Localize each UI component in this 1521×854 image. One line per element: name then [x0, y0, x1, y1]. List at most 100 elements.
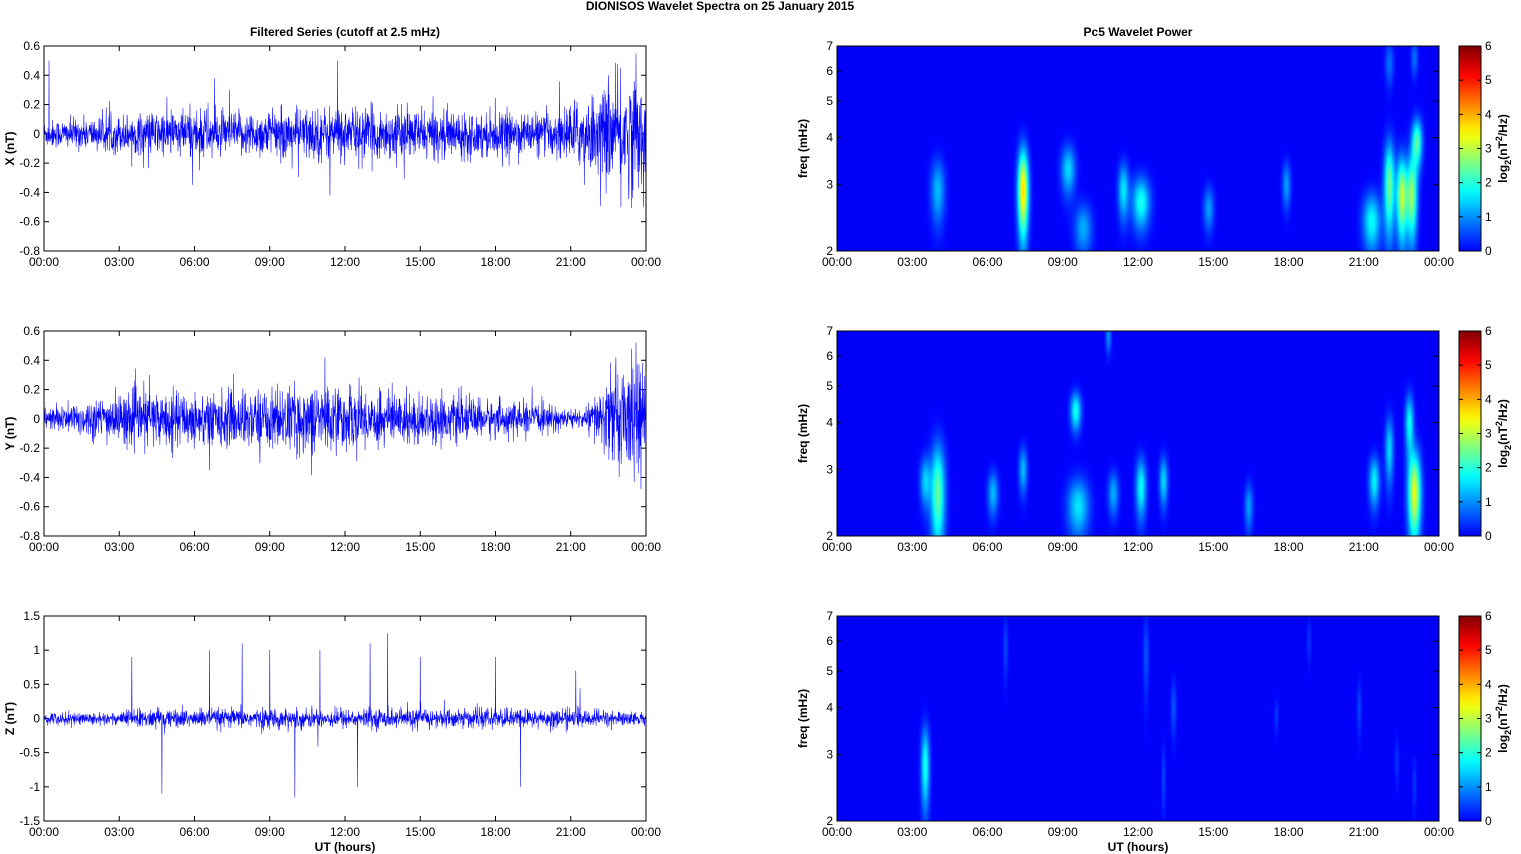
- heatmap-image: [837, 46, 1439, 251]
- x-tick-label: 21:00: [556, 540, 586, 554]
- axes-frame: [43, 615, 647, 822]
- y-tick-label: 6: [826, 634, 833, 648]
- x-tick-label: 09:00: [1048, 825, 1078, 839]
- x-tick-label: 09:00: [255, 255, 285, 269]
- y-tick-label: -0.5: [19, 746, 40, 760]
- x-tick-label: 12:00: [330, 540, 360, 554]
- y-tick-label: 7: [826, 324, 833, 338]
- series-line: [44, 53, 646, 209]
- colorbar-tick-label: 0: [1485, 814, 1492, 828]
- x-tick-label: 00:00: [631, 540, 661, 554]
- colorbar-tick-label: 1: [1485, 210, 1492, 224]
- colorbar-tick-label: 3: [1485, 427, 1492, 441]
- y-tick-label: 0.5: [23, 677, 40, 691]
- y-tick-label: 0.2: [23, 383, 40, 397]
- x-tick-label: 18:00: [1273, 540, 1303, 554]
- x-tick-label: 09:00: [1048, 255, 1078, 269]
- x-tick-label: 18:00: [480, 255, 510, 269]
- x-tick-label: 00:00: [1424, 540, 1454, 554]
- x-tick-label: 09:00: [255, 540, 285, 554]
- y-tick-label: 5: [826, 379, 833, 393]
- y-tick-label: -0.8: [19, 529, 40, 543]
- y-tick-label: 0.4: [23, 68, 40, 82]
- heatmap-image: [837, 331, 1439, 536]
- colorbar-tick-label: 0: [1485, 529, 1492, 543]
- x-tick-label: 09:00: [1048, 540, 1078, 554]
- y-tick-label: 7: [826, 609, 833, 623]
- x-tick-label: 12:00: [1123, 540, 1153, 554]
- y-tick-label: -1: [29, 780, 40, 794]
- y-tick-label: -0.8: [19, 244, 40, 258]
- x-tick-label: 00:00: [822, 540, 852, 554]
- x-tick-label: 15:00: [1198, 540, 1228, 554]
- y-tick-label: 0.2: [23, 98, 40, 112]
- x-tick-label: 06:00: [179, 540, 209, 554]
- y-axis-label: freq (mHz): [796, 689, 810, 748]
- x-tick-label: 00:00: [29, 825, 59, 839]
- y-tick-label: 0.6: [23, 324, 40, 338]
- y-tick-label: 4: [826, 131, 833, 145]
- panel-4: Pc5 Wavelet Power 00:00 03:00 06:00 09:00 12:…: [796, 25, 1513, 269]
- x-tick-label: 03:00: [897, 540, 927, 554]
- x-tick-label: 21:00: [1349, 825, 1379, 839]
- y-tick-label: 4: [826, 701, 833, 715]
- y-tick-label: 5: [826, 94, 833, 108]
- x-tick-label: 18:00: [480, 825, 510, 839]
- colorbar-tick-label: 5: [1485, 358, 1492, 372]
- heatmap-canvas: [837, 46, 1439, 251]
- x-tick-label: 06:00: [179, 255, 209, 269]
- x-tick-label: 00:00: [631, 255, 661, 269]
- colorbar-tick-label: 6: [1485, 324, 1492, 338]
- colorbar-tick-label: 4: [1485, 677, 1492, 691]
- x-tick-label: 09:00: [255, 825, 285, 839]
- x-tick-label: 12:00: [330, 825, 360, 839]
- colorbar-tick-label: 0: [1485, 244, 1492, 258]
- y-tick-label: -0.2: [19, 156, 40, 170]
- x-tick-label: 12:00: [1123, 255, 1153, 269]
- colorbar-tick-label: 2: [1485, 461, 1492, 475]
- x-tick-label: 06:00: [179, 825, 209, 839]
- x-tick-label: 12:00: [330, 255, 360, 269]
- series-line: [44, 633, 646, 798]
- y-tick-label: 0: [33, 412, 40, 426]
- colorbar-tick-label: 6: [1485, 39, 1492, 53]
- colorbar-tick-label: 1: [1485, 780, 1492, 794]
- y-tick-label: 3: [826, 178, 833, 192]
- colorbar-tick-label: 3: [1485, 712, 1492, 726]
- panels: Filtered Series (cutoff at 2.5 mHz) 00:00…: [3, 25, 1513, 854]
- x-tick-label: 21:00: [1349, 255, 1379, 269]
- x-tick-label: 12:00: [1123, 825, 1153, 839]
- x-axis-label: UT (hours): [1108, 840, 1169, 854]
- colorbar-tick-label: 6: [1485, 609, 1492, 623]
- panel-2: 00:00 03:00 06:00 09:00 12:00 15:00 18:00 21:00…: [3, 324, 661, 554]
- y-tick-label: 1: [33, 643, 40, 657]
- colorbar-tick-label: 1: [1485, 495, 1492, 509]
- y-tick-label: 4: [826, 416, 833, 430]
- axes-frame: [836, 615, 1440, 822]
- x-tick-label: 06:00: [972, 540, 1002, 554]
- y-tick-label: -0.4: [19, 185, 40, 199]
- axes-frame: [43, 45, 647, 252]
- panel-1: Filtered Series (cutoff at 2.5 mHz) 00:00…: [3, 25, 661, 269]
- x-tick-label: 00:00: [822, 825, 852, 839]
- y-tick-label: 6: [826, 64, 833, 78]
- y-axis-label: Y (nT): [3, 417, 17, 451]
- x-tick-label: 15:00: [1198, 255, 1228, 269]
- y-tick-label: 0.4: [23, 353, 40, 367]
- figure-title: DIONISOS Wavelet Spectra on 25 January 2…: [586, 0, 855, 13]
- y-tick-label: -0.6: [19, 500, 40, 514]
- x-tick-label: 00:00: [1424, 825, 1454, 839]
- colorbar-tick-label: 4: [1485, 392, 1492, 406]
- y-tick-label: 2: [826, 814, 833, 828]
- colorbar-label: log2(nT2/Hz): [1494, 684, 1513, 753]
- heatmap-canvas: [837, 331, 1439, 536]
- y-tick-label: -0.4: [19, 470, 40, 484]
- x-tick-label: 06:00: [972, 825, 1002, 839]
- series-line: [44, 342, 646, 490]
- x-tick-label: 00:00: [631, 825, 661, 839]
- y-tick-label: 5: [826, 664, 833, 678]
- heatmap-canvas: [837, 616, 1439, 821]
- y-tick-label: 2: [826, 529, 833, 543]
- x-axis-label: UT (hours): [315, 840, 376, 854]
- y-axis-label: freq (mHz): [796, 404, 810, 463]
